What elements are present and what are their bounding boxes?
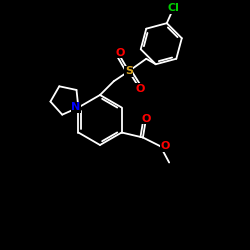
Text: Cl: Cl <box>167 3 179 13</box>
Text: O: O <box>115 48 125 58</box>
Text: O: O <box>160 141 170 151</box>
Text: O: O <box>142 114 151 124</box>
Text: O: O <box>136 84 145 94</box>
Text: S: S <box>125 66 133 76</box>
Text: N: N <box>71 102 81 113</box>
